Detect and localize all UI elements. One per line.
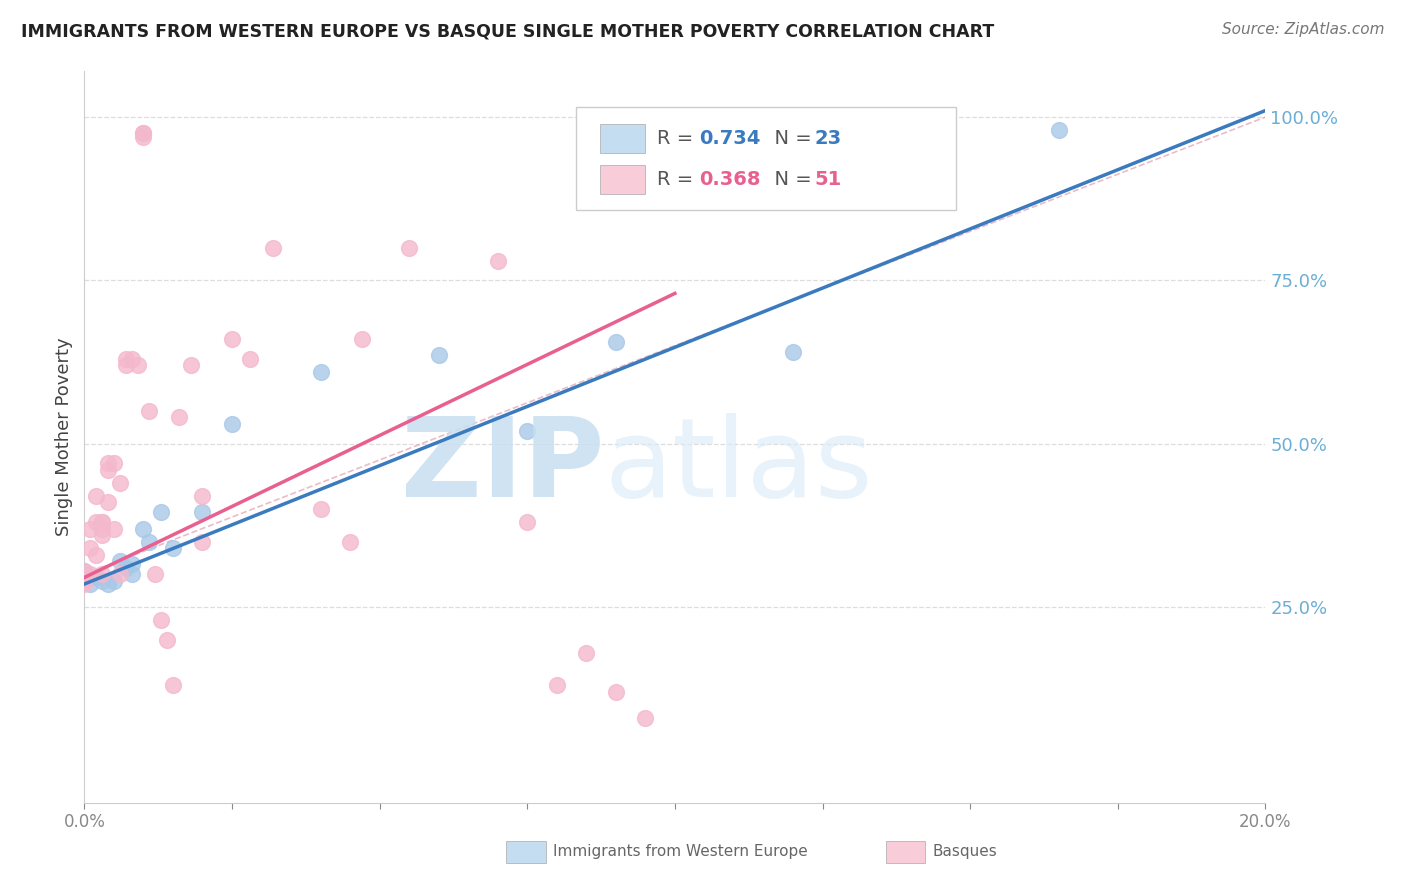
Point [73, 570, 96, 584]
Point [138, 534, 160, 549]
Point [91, 515, 114, 529]
Point [97, 463, 120, 477]
Point [167, 410, 190, 425]
Point [73, 577, 96, 591]
Point [262, 241, 284, 255]
Point [605, 335, 627, 350]
Point [91, 528, 114, 542]
Point [84, 570, 107, 584]
Point [150, 613, 173, 627]
Text: atlas: atlas [605, 413, 873, 520]
Point [132, 521, 155, 535]
Point [114, 358, 136, 372]
Text: IMMIGRANTS FROM WESTERN EUROPE VS BASQUE SINGLE MOTHER POVERTY CORRELATION CHART: IMMIGRANTS FROM WESTERN EUROPE VS BASQUE… [21, 22, 994, 40]
Point [73, 564, 96, 578]
Point [486, 253, 509, 268]
Text: ZIP: ZIP [401, 413, 605, 520]
Point [108, 554, 131, 568]
Point [103, 521, 125, 535]
Point [575, 646, 598, 660]
Point [398, 241, 420, 255]
Point [121, 558, 143, 572]
Text: N =: N = [762, 128, 818, 148]
Point [84, 548, 107, 562]
Point [191, 534, 214, 549]
Point [605, 685, 627, 699]
Point [103, 574, 125, 588]
Point [73, 564, 96, 578]
Point [73, 570, 96, 584]
Point [114, 560, 136, 574]
Point [91, 567, 114, 582]
Point [156, 632, 179, 647]
Y-axis label: Single Mother Poverty: Single Mother Poverty [55, 338, 73, 536]
Point [91, 521, 114, 535]
Point [132, 127, 155, 141]
Point [191, 489, 214, 503]
Text: 51: 51 [814, 169, 841, 189]
Point [127, 358, 149, 372]
Text: N =: N = [762, 169, 818, 189]
Point [79, 521, 101, 535]
Text: Source: ZipAtlas.com: Source: ZipAtlas.com [1222, 22, 1385, 37]
Point [162, 541, 184, 555]
Point [162, 678, 184, 692]
Point [221, 332, 243, 346]
Text: 23: 23 [814, 128, 841, 148]
Point [516, 515, 538, 529]
Point [339, 534, 361, 549]
Point [239, 351, 262, 366]
Point [132, 129, 155, 144]
Point [221, 417, 243, 431]
Point [546, 678, 568, 692]
Point [103, 456, 125, 470]
Point [191, 505, 214, 519]
Point [132, 127, 155, 141]
Text: R =: R = [657, 169, 699, 189]
Point [97, 456, 120, 470]
Text: Immigrants from Western Europe: Immigrants from Western Europe [553, 845, 807, 859]
Point [79, 541, 101, 555]
Point [1047, 123, 1070, 137]
Point [634, 711, 657, 725]
Point [108, 475, 131, 490]
Point [121, 351, 143, 366]
Point [97, 577, 120, 591]
Point [79, 577, 101, 591]
Point [180, 358, 202, 372]
Text: Basques: Basques [932, 845, 997, 859]
Point [91, 574, 114, 588]
Point [143, 567, 166, 582]
Point [121, 567, 143, 582]
Text: 0.368: 0.368 [699, 169, 761, 189]
Point [84, 489, 107, 503]
Point [138, 404, 160, 418]
Point [91, 515, 114, 529]
Point [108, 567, 131, 582]
Point [150, 505, 173, 519]
Point [79, 567, 101, 582]
Text: 0.734: 0.734 [699, 128, 761, 148]
Point [309, 365, 332, 379]
Point [97, 495, 120, 509]
Point [516, 424, 538, 438]
Point [73, 574, 96, 588]
Point [350, 332, 373, 346]
Point [782, 345, 804, 359]
Point [427, 348, 450, 362]
Point [309, 502, 332, 516]
Point [114, 351, 136, 366]
Text: R =: R = [657, 128, 699, 148]
Point [84, 515, 107, 529]
